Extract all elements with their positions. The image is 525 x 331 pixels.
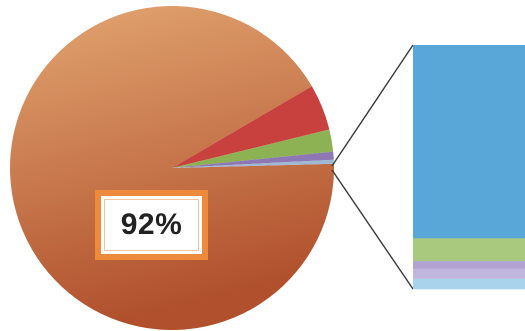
pie-slice-4 (172, 159, 334, 168)
pie-slice-3 (172, 151, 334, 168)
bar-segment-5 (413, 278, 525, 290)
connector-line-top (331, 44, 414, 167)
bar-segment-1 (413, 45, 525, 239)
bar-segment-4 (413, 268, 525, 280)
callout-inner-border (104, 199, 199, 251)
stacked-bar (413, 45, 525, 290)
percentage-callout: 92% (95, 190, 208, 260)
pie-slice-main (9, 5, 334, 330)
pie-slice-2 (172, 129, 334, 168)
connector-line-bottom (331, 169, 414, 290)
bar-segment-3 (413, 261, 525, 270)
pie (9, 5, 334, 330)
pie-slice-1 (172, 86, 330, 168)
connector-lines (331, 44, 414, 290)
callout-label: 92% (120, 208, 183, 241)
bar-segment-2 (413, 238, 525, 262)
